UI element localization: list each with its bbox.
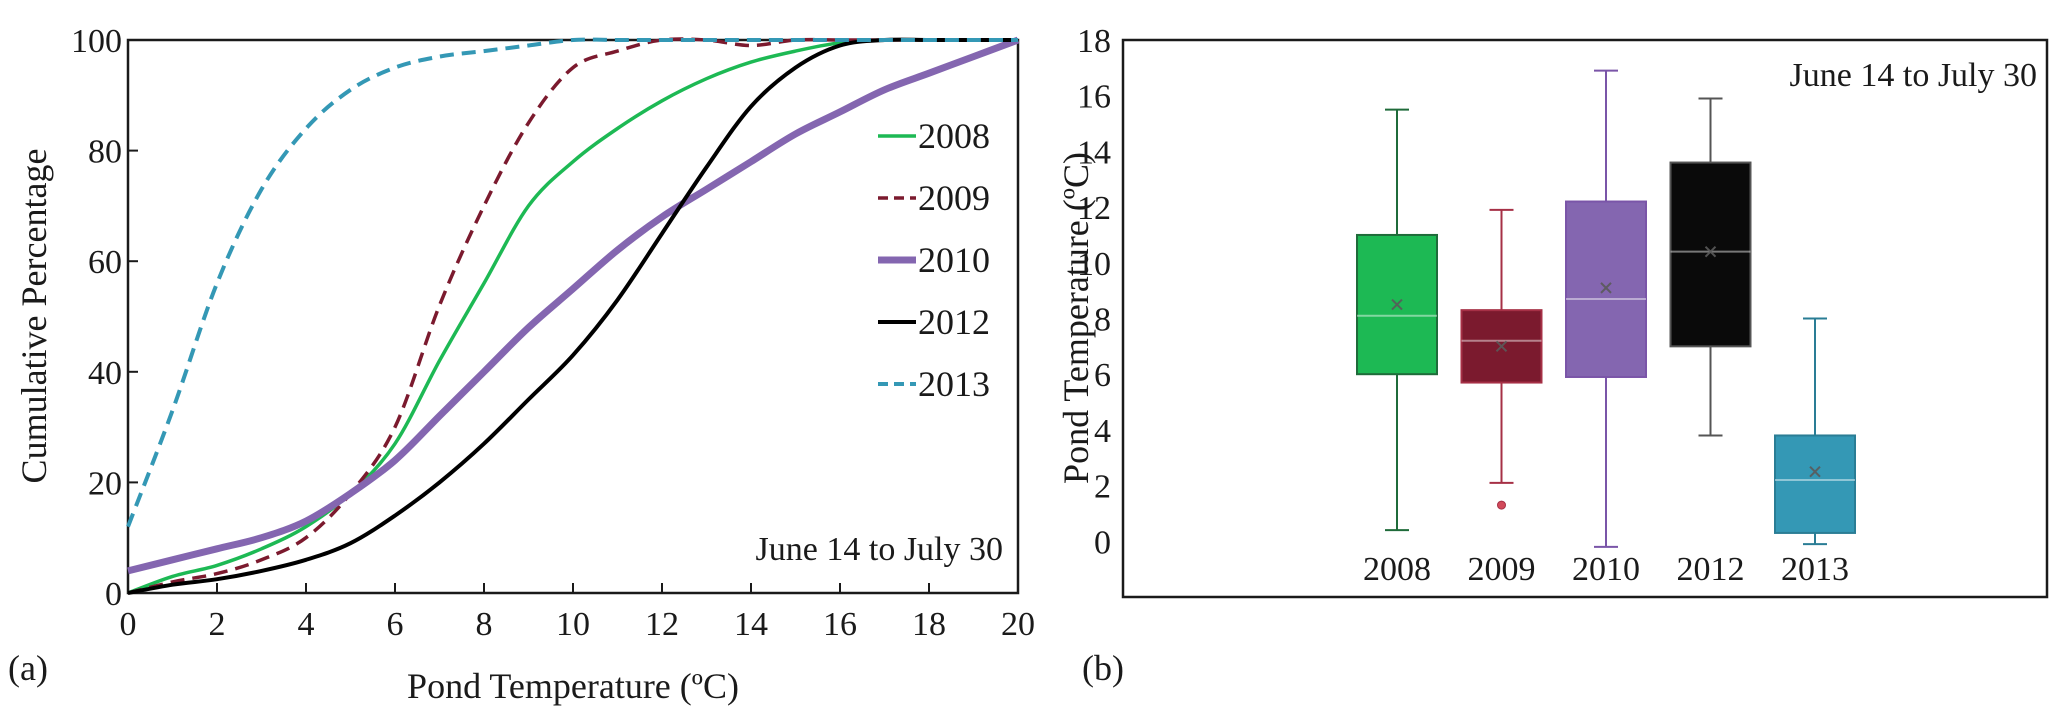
y-tick-label: 0 xyxy=(105,576,122,613)
mean-marker xyxy=(1809,465,1821,478)
panel-a-annotation: June 14 to July 30 xyxy=(756,531,1003,568)
x-tick-label: 16 xyxy=(823,606,857,643)
y-tick-label: 2 xyxy=(1094,469,1111,506)
mean-marker xyxy=(1704,245,1717,258)
legend-label-2009: 2009 xyxy=(918,178,990,218)
panel-b-boxes xyxy=(1356,69,1856,548)
x-tick-label: 14 xyxy=(734,606,768,643)
panel-b-y-ticks: 0 2 4 6 8 10 12 14 16 18 xyxy=(1077,23,1111,561)
mean-marker xyxy=(1391,298,1403,311)
x-tick-label: 18 xyxy=(912,606,946,643)
series-line-2013 xyxy=(126,37,1018,528)
y-tick-label: 80 xyxy=(88,134,122,171)
legend-label-2010: 2010 xyxy=(918,240,990,280)
x-tick-label: 20 xyxy=(1001,606,1035,643)
legend-label-2008: 2008 xyxy=(918,116,990,156)
category-label-2010: 2010 xyxy=(1572,551,1640,588)
x-tick-label: 4 xyxy=(298,606,315,643)
y-tick-label: 60 xyxy=(88,244,122,281)
panel-a-y-ticks: 0 20 40 60 80 100 xyxy=(71,23,138,613)
category-label-2013: 2013 xyxy=(1781,551,1849,588)
x-tick-label: 2 xyxy=(209,606,226,643)
mean-marker xyxy=(1495,340,1508,353)
panel-a-series-lines xyxy=(126,36,1020,595)
panel-a-x-axis-label: Pond Temperature (ºC) xyxy=(407,666,739,706)
x-tick-label: 8 xyxy=(476,606,493,643)
y-tick-label: 4 xyxy=(1094,413,1111,450)
panel-a-plot-frame xyxy=(126,38,1020,595)
mean-marker xyxy=(1600,282,1612,294)
series-line-2008 xyxy=(127,38,1018,595)
y-tick-label: 6 xyxy=(1094,357,1111,394)
box-2008 xyxy=(1356,108,1438,532)
series-line-2010 xyxy=(127,36,1020,575)
y-tick-label: 16 xyxy=(1077,79,1111,116)
y-tick-label: 100 xyxy=(71,23,122,60)
y-tick-label: 40 xyxy=(88,355,122,392)
x-tick-label: 10 xyxy=(556,606,590,643)
box-body xyxy=(1774,434,1856,534)
panel-a-x-ticks: 0 2 4 6 8 10 12 14 16 18 20 xyxy=(120,583,1035,643)
y-tick-label: 18 xyxy=(1077,23,1111,60)
y-tick-label: 12 xyxy=(1077,190,1111,227)
panel-b-y-axis-label: Pond Temperature (ºC) xyxy=(1056,152,1096,484)
box-2013 xyxy=(1774,317,1856,546)
series-line-2009 xyxy=(127,37,1018,595)
panel-b-category-labels: 2008 2009 2010 2012 2013 xyxy=(1363,551,1849,588)
panel-b-annotation: June 14 to July 30 xyxy=(1790,57,2037,94)
y-tick-label: 8 xyxy=(1094,302,1111,339)
y-tick-label: 0 xyxy=(1094,524,1111,561)
category-label-2008: 2008 xyxy=(1363,551,1431,588)
category-label-2009: 2009 xyxy=(1468,551,1536,588)
panel-a-legend: 2008 2009 2010 2012 2013 xyxy=(878,116,990,404)
legend-label-2013: 2013 xyxy=(918,364,990,404)
y-tick-label: 20 xyxy=(88,465,122,502)
box-2009 xyxy=(1460,208,1543,510)
box-body xyxy=(1669,161,1752,348)
panel-b-label: (b) xyxy=(1082,648,1124,688)
panel-a-y-axis-label: Cumulative Percentage xyxy=(14,149,54,484)
x-tick-label: 0 xyxy=(120,606,137,643)
legend-label-2012: 2012 xyxy=(918,302,990,342)
x-tick-label: 12 xyxy=(645,606,679,643)
box-2010 xyxy=(1565,69,1647,548)
panel-b-boxplot-chart: 0 2 4 6 8 10 12 14 16 18 2008 2009 2010 2012 2013 Jun… xyxy=(1056,23,2049,688)
y-tick-label: 14 xyxy=(1077,134,1111,171)
panel-b-plot-frame xyxy=(1121,38,2049,599)
y-tick-label: 10 xyxy=(1077,246,1111,283)
category-label-2012: 2012 xyxy=(1677,551,1745,588)
outlier-point xyxy=(1497,500,1506,510)
box-2012 xyxy=(1669,97,1752,437)
series-line-2012 xyxy=(127,37,1018,595)
panel-a-label: (a) xyxy=(8,648,48,688)
x-tick-label: 6 xyxy=(387,606,404,643)
